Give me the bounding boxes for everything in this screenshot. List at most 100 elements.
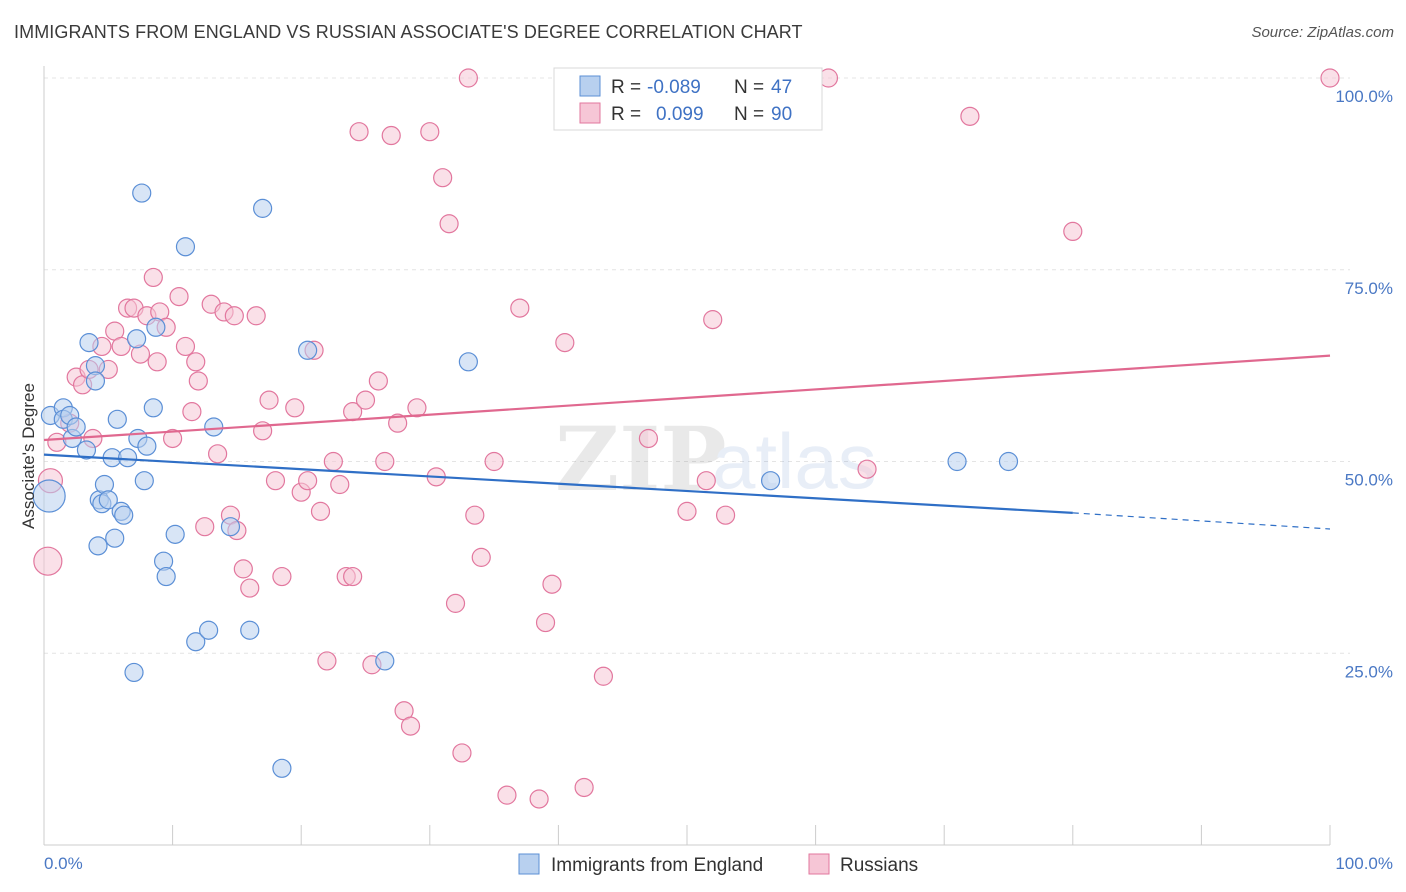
russians-point xyxy=(388,413,408,433)
russians-point xyxy=(375,451,395,472)
russians-point xyxy=(484,451,504,472)
england-point xyxy=(88,536,108,556)
russians-point xyxy=(703,310,723,330)
russians-point xyxy=(529,789,549,809)
england-point xyxy=(204,417,224,437)
russians-point xyxy=(677,501,697,521)
england-point xyxy=(298,340,318,360)
england-point xyxy=(186,632,206,652)
y-tick-label: 50.0% xyxy=(1345,471,1393,490)
russians-trend-line xyxy=(43,354,1331,442)
chart-title: IMMIGRANTS FROM ENGLAND VS RUSSIAN ASSOC… xyxy=(14,22,803,42)
england-point xyxy=(458,352,478,372)
russians-point xyxy=(343,566,363,587)
russians-point xyxy=(330,474,350,495)
england-point xyxy=(105,528,125,548)
russians-point xyxy=(317,651,337,671)
england-point xyxy=(199,620,219,640)
bottom-legend-russians: Russians xyxy=(840,855,918,876)
russians-point xyxy=(465,505,485,525)
england-point xyxy=(272,758,292,778)
bottom-legend-swatch-russians xyxy=(808,853,830,875)
england-point xyxy=(998,451,1019,472)
russians-point xyxy=(195,517,215,537)
england-point xyxy=(85,371,106,391)
russians-point xyxy=(368,371,388,391)
england-point xyxy=(98,490,118,510)
legend-n-label-2: N = xyxy=(734,104,764,125)
england-point xyxy=(175,237,196,257)
chart-source: Source: ZipAtlas.com xyxy=(1251,24,1394,41)
russians-point xyxy=(510,298,530,318)
england-point xyxy=(76,440,97,460)
england-point xyxy=(220,517,241,537)
legend-r-value-2: 0.099 xyxy=(656,104,704,125)
x-tick-label-min: 0.0% xyxy=(44,854,83,873)
y-tick-label: 100.0% xyxy=(1335,87,1393,106)
russians-point xyxy=(960,106,980,126)
axes-layer: 25.0% 50.0% 75.0% 100.0% 0.0% 100.0% xyxy=(43,66,1393,873)
england-point xyxy=(156,566,176,587)
russians-point xyxy=(407,398,427,418)
legend-r-value-1: -0.089 xyxy=(647,77,701,98)
y-tick-label: 75.0% xyxy=(1345,279,1393,298)
russians-point xyxy=(400,716,421,736)
england-point xyxy=(947,451,967,472)
england-point xyxy=(124,662,144,683)
russians-point xyxy=(147,352,167,372)
england-point xyxy=(126,329,147,349)
england-point xyxy=(760,471,781,491)
legend-n-label-1: N = xyxy=(734,77,764,98)
russians-point xyxy=(224,306,244,326)
russians-point xyxy=(285,398,305,418)
russians-point xyxy=(175,336,196,357)
russians-point xyxy=(497,785,517,805)
russians-point xyxy=(555,333,575,353)
russians-point xyxy=(420,122,440,142)
england-trend-line xyxy=(43,453,1073,514)
legend-n-value-2: 90 xyxy=(771,104,792,125)
russians-point xyxy=(458,68,478,88)
series-legend: Immigrants from England Russians xyxy=(518,853,918,876)
legend-swatch-england xyxy=(579,75,601,97)
russians-point xyxy=(188,371,208,391)
england-points xyxy=(32,183,1019,778)
russians-point xyxy=(349,122,369,142)
legend-swatch-russians xyxy=(579,102,601,124)
england-point xyxy=(137,436,157,456)
russians-point xyxy=(182,402,202,422)
england-point xyxy=(146,317,166,337)
russians-point xyxy=(169,286,189,307)
russians-point xyxy=(111,336,131,357)
x-tick-label-max: 100.0% xyxy=(1335,854,1393,873)
russians-point xyxy=(323,451,343,472)
russians-point xyxy=(186,352,206,372)
stats-legend: R = -0.089 N = 47 R = 0.099 N = 90 xyxy=(553,67,823,131)
russians-point xyxy=(574,777,594,798)
russians-point xyxy=(857,459,877,479)
england-point xyxy=(375,651,395,671)
russians-point xyxy=(298,471,318,491)
russians-point xyxy=(240,578,260,598)
russians-point xyxy=(310,501,331,521)
england-point xyxy=(32,479,66,513)
russians-point xyxy=(638,428,659,449)
russians-point xyxy=(208,444,228,464)
england-point xyxy=(132,183,152,203)
russians-point xyxy=(233,559,253,579)
russians-point xyxy=(535,612,556,633)
y-axis-title: Associate's Degree xyxy=(19,383,38,529)
watermark: ZIP atlas xyxy=(555,407,877,511)
england-point xyxy=(240,620,260,640)
russians-point xyxy=(143,267,163,288)
england-trend-extension xyxy=(1072,512,1331,530)
russians-point xyxy=(593,666,614,686)
england-point xyxy=(66,417,86,437)
russians-point xyxy=(715,505,736,525)
england-point xyxy=(134,471,154,491)
trend-lines xyxy=(43,354,1331,530)
russians-point xyxy=(1320,68,1340,88)
russians-point xyxy=(439,214,459,234)
england-point xyxy=(143,398,163,418)
